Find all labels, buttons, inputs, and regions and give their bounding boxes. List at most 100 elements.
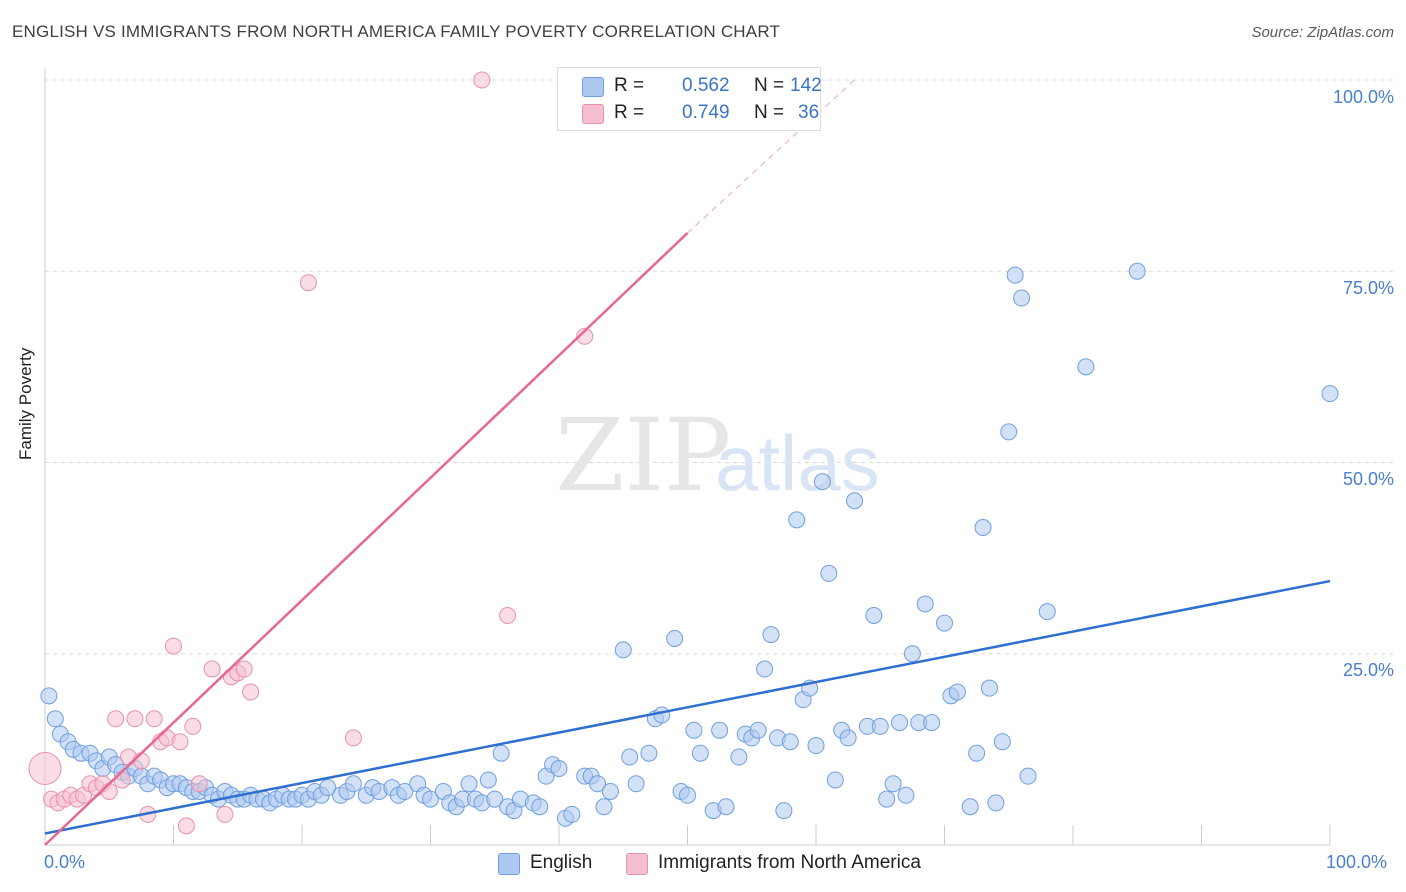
legend-r-label: R = (614, 75, 645, 96)
english-point (1006, 266, 1024, 284)
english-point (756, 660, 774, 678)
english-point (601, 782, 619, 800)
english-point (891, 714, 909, 732)
english-point (730, 748, 748, 766)
english-point (46, 710, 64, 728)
immigrants-point (165, 637, 182, 655)
immigrants-point (184, 717, 202, 735)
y-tick-label: 50.0% (1342, 469, 1394, 489)
english-point (679, 786, 696, 804)
english-point (936, 614, 953, 632)
english-point (826, 771, 844, 789)
english-point (1038, 603, 1056, 621)
english-point (897, 786, 915, 804)
english-point (762, 626, 780, 644)
english-point (1000, 423, 1018, 441)
immigrants-point (28, 752, 62, 785)
immigrants-point (242, 683, 260, 701)
english-point (666, 629, 684, 647)
immigrants-point (344, 729, 362, 747)
immigrants-point (171, 733, 189, 751)
source-label: Source: ZipAtlas.com (1251, 24, 1394, 41)
english-point (486, 790, 504, 808)
immigrants-point (145, 710, 163, 728)
legend-r-value: 0.562 (682, 75, 730, 96)
immigrants-point (132, 752, 150, 770)
english-point (685, 721, 703, 739)
x-tick-label: 0.0% (44, 852, 86, 872)
english-point (781, 733, 799, 751)
english-point (531, 798, 549, 816)
english-point (492, 744, 510, 762)
legend-n-label: N = (754, 102, 785, 123)
immigrants-point (299, 274, 317, 292)
watermark-zip: ZIP (555, 397, 731, 514)
english-point (396, 782, 414, 800)
immigrants-point (126, 710, 144, 728)
bottom-legend-swatch-english (498, 853, 520, 875)
legend-n-label: N = (754, 75, 785, 96)
immigrants-point (203, 660, 221, 678)
trend-layer (44, 79, 1331, 846)
english-point (871, 717, 889, 735)
immigrants-point (177, 817, 195, 835)
english-point (980, 679, 998, 697)
immigrants-point (216, 805, 234, 823)
english-point (813, 473, 831, 491)
y-tick-label: 100.0% (1332, 87, 1394, 107)
immigrants-point (473, 71, 491, 89)
english-point (614, 641, 632, 659)
english-point (948, 683, 966, 701)
english-point (40, 687, 58, 705)
watermark-atlas: atlas (715, 419, 880, 507)
english-point (711, 721, 729, 739)
immigrants-point (190, 775, 208, 793)
points-layer (28, 71, 1339, 835)
immigrants-point (235, 660, 253, 678)
english-point (479, 771, 497, 789)
english-point (974, 519, 992, 537)
chart-title: ENGLISH VS IMMIGRANTS FROM NORTH AMERICA… (12, 22, 781, 41)
english-point (903, 645, 921, 663)
english-point (987, 794, 1005, 812)
english-point (627, 775, 645, 793)
english-point (717, 798, 735, 816)
english-point (923, 714, 941, 732)
legend-swatch-immigrants (582, 104, 604, 124)
english-point (640, 744, 658, 762)
legend-r-value: 0.749 (682, 102, 730, 123)
english-point (691, 744, 709, 762)
english-point (595, 798, 613, 816)
english-point (993, 733, 1011, 751)
english-point (749, 721, 767, 739)
english-point (653, 706, 671, 724)
immigrants-point (107, 710, 125, 728)
immigrants-point (100, 782, 118, 800)
bottom-legend-swatch-immigrants (626, 853, 648, 875)
legend-swatch-english (582, 77, 604, 97)
english-point (775, 802, 793, 820)
bottom-legend-label-english: English (530, 852, 593, 873)
english-point (846, 492, 864, 510)
english-point (788, 511, 806, 529)
y-tick-label: 75.0% (1342, 278, 1394, 298)
english-point (344, 775, 362, 793)
english-point (621, 748, 639, 766)
legend-r-label: R = (614, 102, 645, 123)
english-point (884, 775, 902, 793)
english-point (319, 779, 337, 797)
x-tick-label: 100.0% (1326, 852, 1388, 872)
english-point (839, 729, 857, 747)
english-point (422, 790, 439, 808)
english-point (961, 798, 979, 816)
english-point (916, 595, 934, 613)
english-point (460, 775, 478, 793)
legend-n-value: 142 (790, 75, 822, 96)
english-trendline (44, 579, 1331, 835)
legend: R = 0.562 N = 142 R = 0.749 N = 36 (557, 67, 822, 131)
immigrants-point (113, 771, 131, 789)
english-point (1077, 358, 1095, 376)
y-tick-label: 25.0% (1342, 660, 1394, 680)
immigrants-point (499, 607, 517, 624)
